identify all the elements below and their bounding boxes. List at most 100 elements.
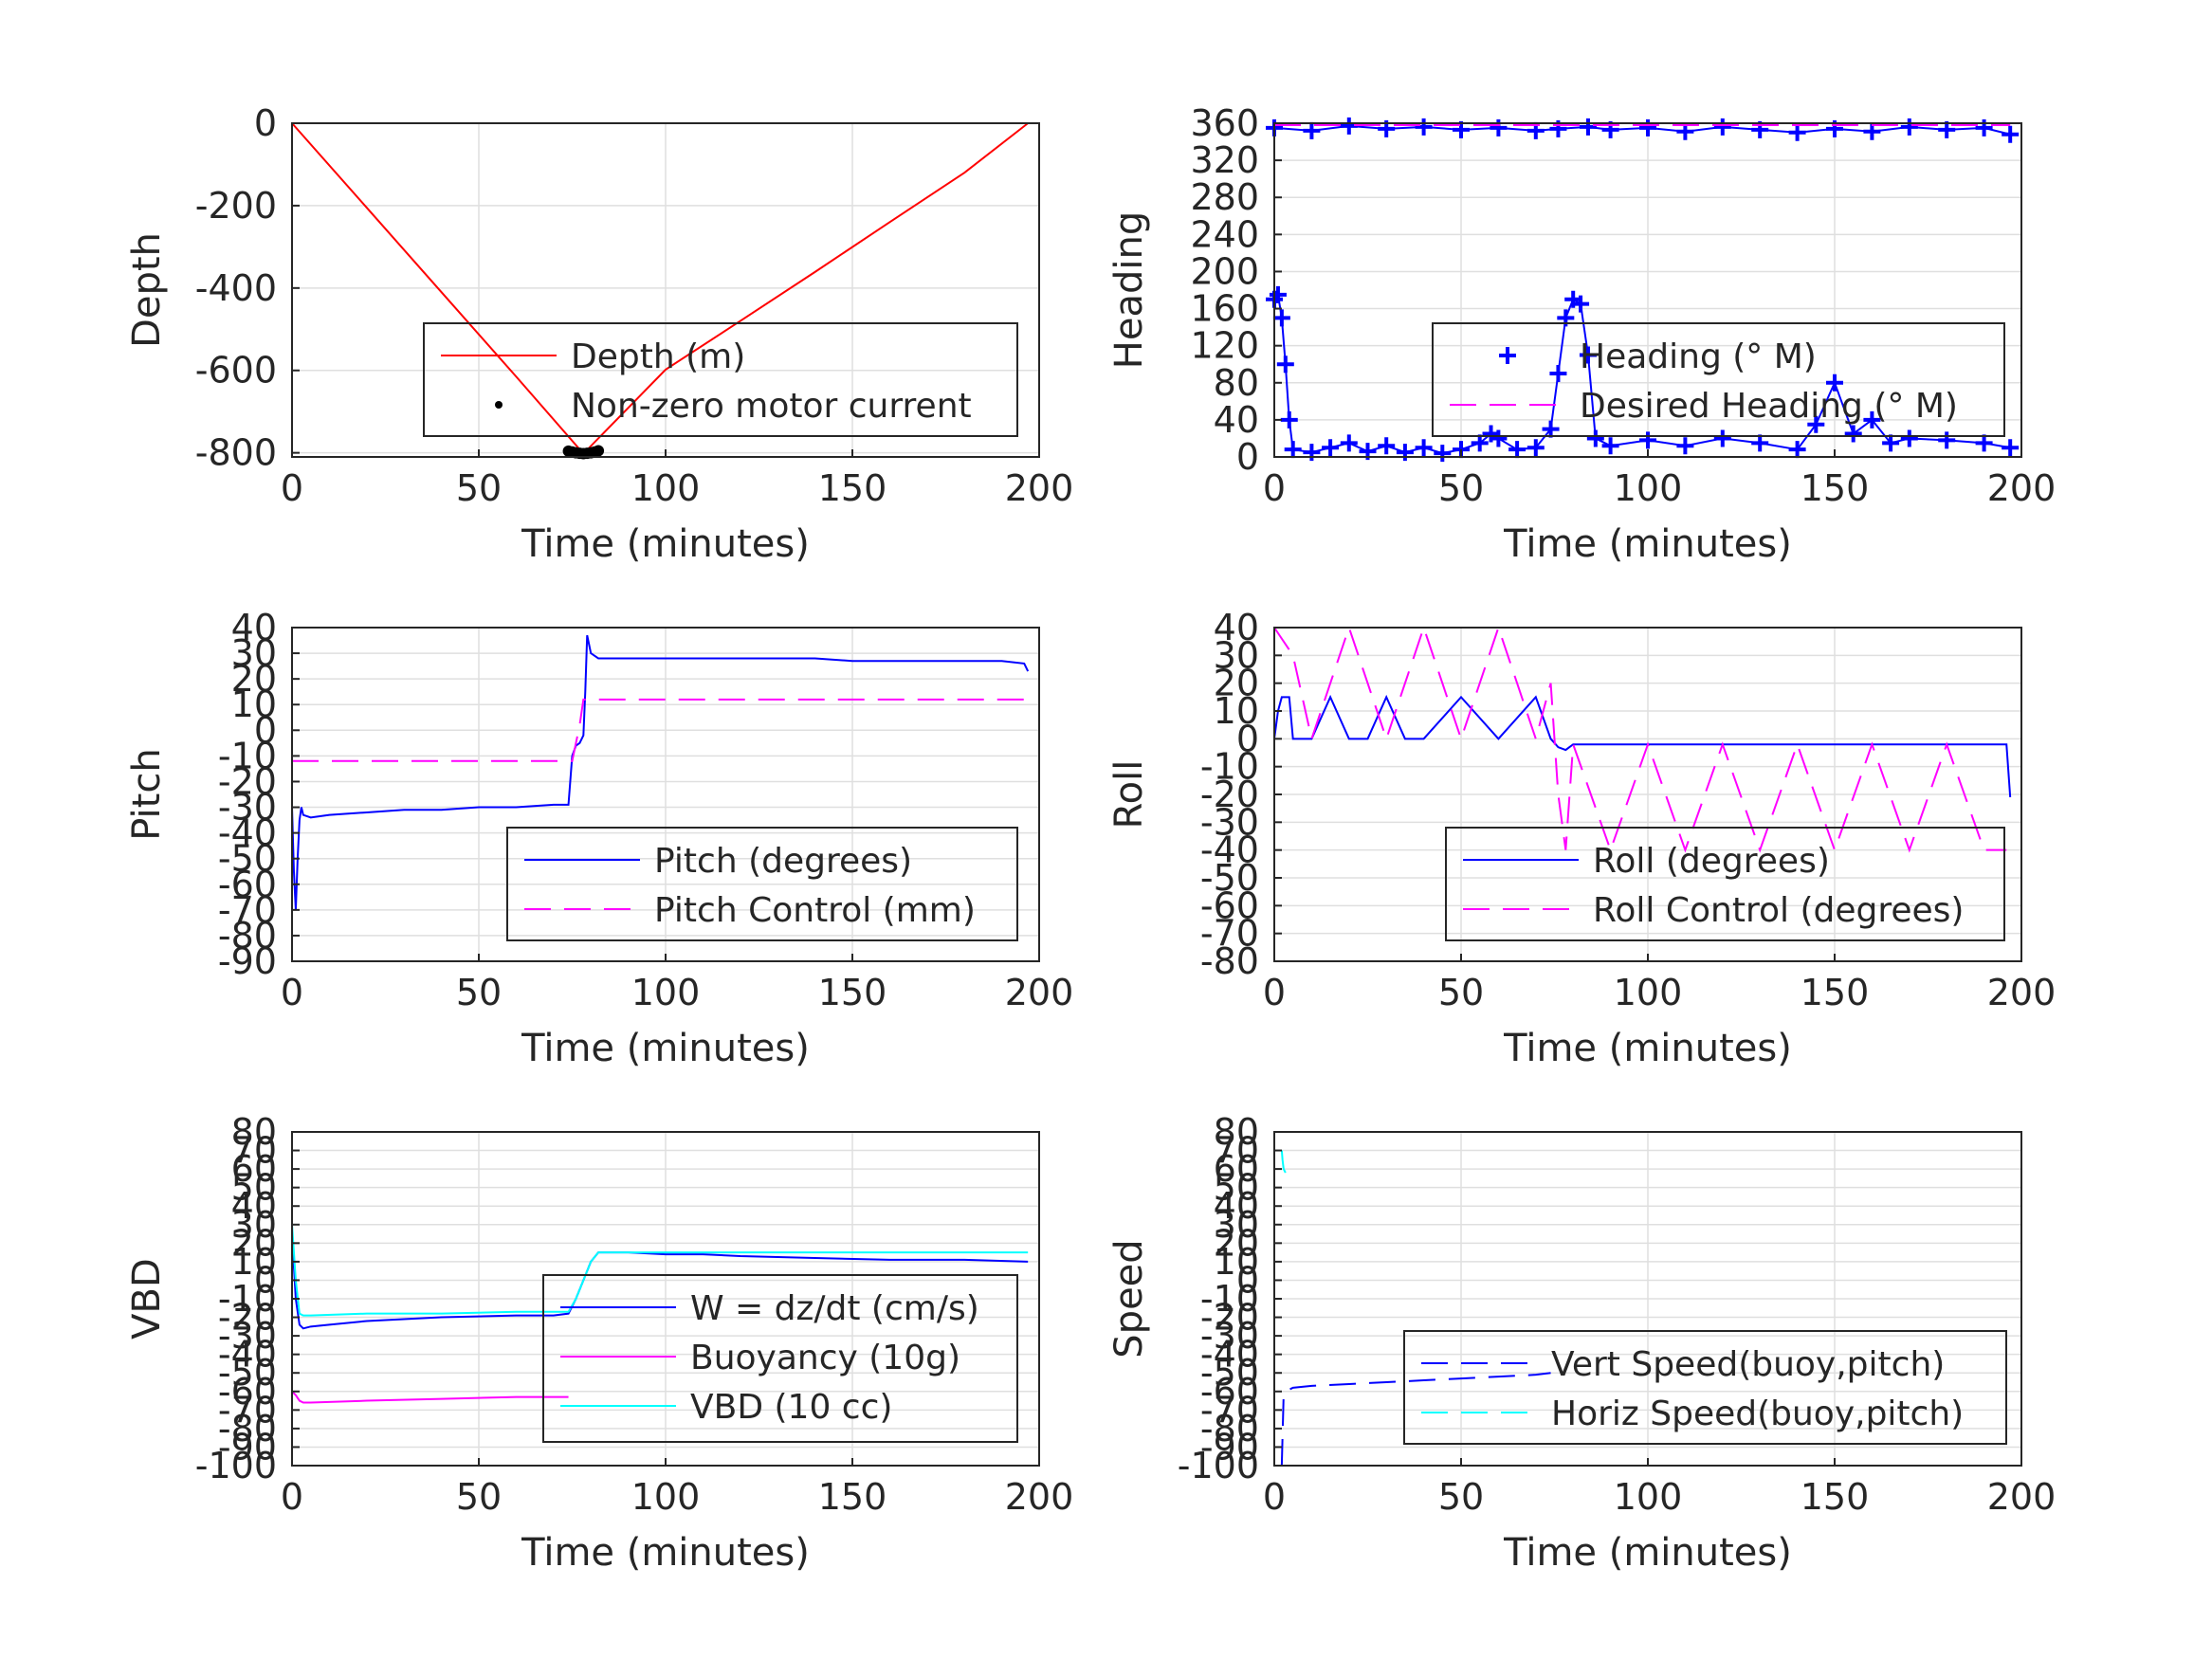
tick-label-y: 40: [231, 1185, 277, 1227]
tick-label-x: 50: [456, 467, 502, 509]
data-point-heading-1: [1713, 118, 1731, 136]
series-line-vbd-1: [291, 1391, 569, 1404]
tick-label-y: 0: [1236, 436, 1259, 478]
ylabel: Depth: [125, 232, 169, 348]
data-point-heading-0: [1280, 410, 1298, 428]
series-group: [291, 122, 1029, 460]
legend-box: [1445, 827, 2005, 941]
tick-label-x: 200: [1005, 1476, 1074, 1518]
tick-label-y: -30: [218, 787, 277, 829]
data-point-heading-0: [1938, 431, 1956, 449]
legend-label: Horiz Speed(buoy,pitch): [1551, 1395, 1964, 1433]
tick-label-y: -90: [1200, 1426, 1259, 1468]
tick-label-x: 150: [818, 972, 887, 1013]
tick-label-y: 70: [231, 1130, 277, 1172]
tick-label-y: -70: [1200, 913, 1259, 955]
tick-label-y: 200: [1190, 250, 1259, 292]
tick-label-y: 50: [231, 1167, 277, 1209]
tick-label-x: 50: [1438, 467, 1484, 509]
data-point-heading-1: [1490, 118, 1508, 137]
data-point-heading-0: [1508, 441, 1526, 459]
legend-label: Heading (° M): [1580, 337, 1817, 376]
tick-label-y: -800: [195, 432, 277, 474]
tick-label-y: -20: [218, 1297, 277, 1339]
subplot-vbd: 0 50 100 150 20080706050403020100-10-20-30-4…: [125, 1111, 1073, 1575]
tick-label-x: 0: [281, 467, 303, 509]
tick-label-x: 50: [1438, 972, 1484, 1013]
data-point-heading-0: [1975, 434, 1993, 452]
tick-label-x: 50: [1438, 1476, 1484, 1518]
tick-label-y: -10: [1200, 746, 1259, 788]
tick-label-x: 150: [818, 467, 887, 509]
data-point-heading-0: [1863, 410, 1881, 428]
legend-label: Non-zero motor current: [571, 387, 972, 426]
data-point-heading-0: [1284, 441, 1302, 459]
tick-label-y: -70: [1200, 1389, 1259, 1431]
tick-label-y: 80: [1214, 362, 1259, 404]
data-point-heading-0: [1676, 437, 1694, 455]
data-point-heading-0: [1415, 439, 1433, 457]
ylabel: Pitch: [125, 748, 169, 840]
tick-label-y: -70: [218, 1389, 277, 1431]
legend-marker: [1499, 347, 1516, 364]
tick-label-y: 80: [231, 1111, 277, 1153]
legend-label: Pitch (degrees): [654, 842, 912, 881]
data-point-heading-0: [1900, 429, 1918, 447]
series-line-depth-0: [291, 122, 1029, 455]
legend-box: [1403, 1330, 2007, 1445]
tick-label-x: 200: [1987, 972, 2057, 1013]
tick-label-x: 100: [631, 1476, 701, 1518]
tick-label-y: -50: [1200, 857, 1259, 899]
tick-label-y: 280: [1190, 176, 1259, 218]
tick-label-y: -80: [1200, 940, 1259, 982]
tick-label-y: 360: [1190, 102, 1259, 144]
data-point-heading-0: [1826, 374, 1843, 392]
tick-label-y: -200: [195, 185, 277, 227]
data-point-heading-0: [1601, 437, 1619, 455]
tick-label-y: 160: [1190, 288, 1259, 330]
tick-label-y: -60: [1200, 884, 1259, 926]
tick-label-y: 10: [231, 684, 277, 725]
tick-label-y: 70: [1214, 1130, 1259, 1172]
tick-label-x: 100: [631, 972, 701, 1013]
legend-box: [542, 1274, 1018, 1443]
legend-label: Roll Control (degrees): [1593, 891, 1964, 930]
tick-label-y: -100: [195, 1445, 277, 1486]
xlabel: Time (minutes): [1503, 1531, 1792, 1575]
tick-label-y: -40: [218, 812, 277, 854]
tick-label-x: 150: [818, 1476, 887, 1518]
tick-label-y: 320: [1190, 139, 1259, 181]
data-point-heading-0: [1269, 285, 1287, 303]
tick-label-y: 30: [1214, 1204, 1259, 1246]
subplot-depth: 0 50 100 150 200 0 -200 -400 -600 -800 Time (minut…: [125, 102, 1073, 566]
tick-label-y: -90: [218, 1426, 277, 1468]
legend-label: Vert Speed(buoy,pitch): [1551, 1345, 1945, 1384]
data-point-heading-1: [1579, 118, 1597, 136]
data-point-heading-0: [1340, 434, 1358, 452]
tick-label-y: -80: [218, 1408, 277, 1449]
data-point-heading-0: [1322, 439, 1340, 457]
tick-label-y: 10: [1214, 1241, 1259, 1283]
xlabel: Time (minutes): [521, 522, 810, 566]
tick-label-y: 20: [1214, 1222, 1259, 1264]
ticks: 0 50 100 150 20080706050403020100-10-20-30-4…: [1178, 1111, 2057, 1518]
xlabel: Time (minutes): [1503, 1027, 1792, 1070]
series-line-pitch-1: [292, 698, 1029, 762]
tick-label-y: -10: [218, 735, 277, 776]
data-point-depth-1: [593, 445, 605, 457]
series-group: [291, 1224, 1029, 1404]
tick-label-y: 0: [254, 709, 277, 751]
tick-label-y: -60: [218, 864, 277, 905]
ticks: 0 50 100 150 200403020100-10-20-30-40-50-60-…: [218, 607, 1073, 1013]
series-line-speed-0: [1280, 1372, 1551, 1467]
tick-label-y: 40: [1214, 399, 1259, 441]
legend-box: [1432, 322, 2005, 437]
tick-label-y: -30: [218, 1315, 277, 1357]
series-line-roll-1: [1273, 624, 2007, 853]
tick-label-y: 20: [231, 658, 277, 700]
tick-label-y: 40: [1214, 607, 1259, 648]
data-point-heading-0: [1807, 415, 1825, 433]
legend-label: Buoyancy (10g): [690, 1339, 960, 1377]
tick-label-y: -50: [1200, 1352, 1259, 1394]
